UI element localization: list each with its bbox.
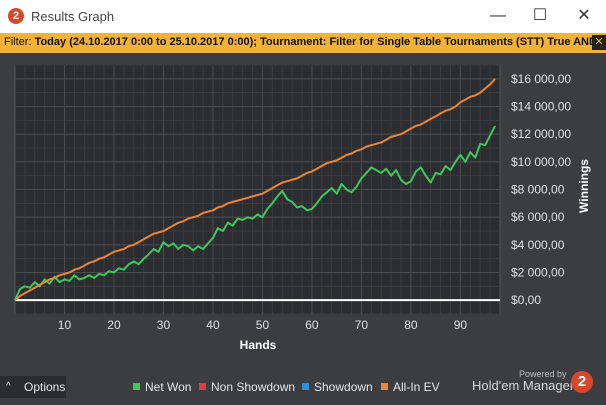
x-axis-title: Hands — [240, 338, 277, 352]
minimize-button[interactable]: — — [490, 7, 506, 24]
y-tick-label: $6 000,00 — [511, 210, 565, 224]
x-tick-label: 50 — [256, 318, 270, 332]
y-tick-label: $8 000,00 — [511, 183, 565, 197]
legend-swatch — [381, 383, 388, 391]
chevron-up-icon: ^ — [6, 381, 11, 392]
legend-item-net-won[interactable]: Net Won — [133, 380, 191, 394]
filter-label: Filter: — [4, 36, 32, 48]
filter-value: Today (24.10.2017 0:00 to 25.10.2017 0:0… — [34, 36, 606, 48]
title-bar: 2 Results Graph — ☐ ✕ — [0, 0, 606, 33]
maximize-button[interactable]: ☐ — [532, 7, 548, 24]
y-tick-label: $0,00 — [511, 293, 541, 307]
legend-swatch — [133, 383, 140, 391]
legend-swatch — [302, 383, 309, 391]
filter-close-icon[interactable]: ✕ — [592, 35, 606, 50]
x-tick-label: 60 — [305, 318, 319, 332]
legend-label: Net Won — [145, 380, 192, 394]
series-line-all-in-ev — [14, 78, 496, 301]
app-logo-icon: 2 — [8, 8, 24, 24]
filter-bar: Filter: Today (24.10.2017 0:00 to 25.10.… — [0, 33, 606, 53]
y-tick-label: $14 000,00 — [511, 100, 571, 114]
legend-label: All-In EV — [393, 380, 440, 394]
x-tick-label: 80 — [404, 318, 418, 332]
options-button[interactable]: ^ Options — [0, 376, 66, 398]
results-chart: 10 20 30 40 50 60 70 80 90 $0,00 $2 000,00 $4 000,0… — [14, 64, 591, 352]
x-tick-label: 40 — [206, 318, 220, 332]
legend-item-showdown[interactable]: Showdown — [302, 380, 373, 394]
legend-item-all-in-ev[interactable]: All-In EV — [381, 380, 440, 394]
window-title: Results Graph — [31, 9, 115, 24]
brand-name: Hold'em Manager — [472, 378, 575, 393]
y-tick-label: $16 000,00 — [511, 72, 571, 86]
y-tick-label: $2 000,00 — [511, 266, 565, 280]
y-tick-label: $12 000,00 — [511, 127, 571, 141]
close-button[interactable]: ✕ — [577, 7, 591, 24]
x-tick-label: 30 — [157, 318, 171, 332]
legend-label: Non Showdown — [211, 380, 296, 394]
options-label: Options — [24, 380, 66, 394]
powered-by-text: Powered by — [519, 369, 567, 379]
x-tick-label: 20 — [107, 318, 121, 332]
y-axis-title: Winnings — [577, 159, 591, 213]
x-tick-label: 70 — [355, 318, 369, 332]
x-tick-label: 90 — [454, 318, 468, 332]
y-tick-label: $10 000,00 — [511, 155, 571, 169]
legend-label: Showdown — [314, 380, 373, 394]
series-line-net-won — [14, 125, 496, 301]
y-tick-label: $4 000,00 — [511, 238, 565, 252]
legend-item-non-showdown[interactable]: Non Showdown — [199, 380, 295, 394]
filter-description: Filter: Today (24.10.2017 0:00 to 25.10.… — [4, 36, 606, 48]
legend-swatch — [199, 383, 206, 391]
brand-logo-icon: 2 — [571, 371, 593, 393]
bottom-bar: ^ Options Net Won Non Showdown Showdown … — [0, 369, 606, 405]
x-tick-label: 10 — [58, 318, 72, 332]
